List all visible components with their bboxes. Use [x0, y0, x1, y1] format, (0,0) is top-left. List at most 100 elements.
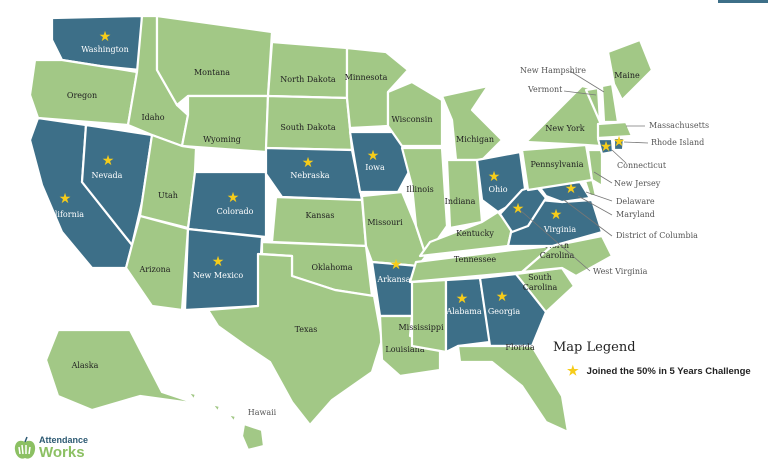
star-icon: ★	[456, 291, 469, 307]
callout-label: Delaware	[616, 197, 655, 206]
state-nh[interactable]	[600, 82, 620, 124]
state-in[interactable]	[445, 158, 484, 230]
state-ia[interactable]	[348, 130, 414, 194]
star-icon: ★	[565, 181, 578, 197]
logo-line1: Attendance	[39, 435, 89, 445]
callout-label: Connecticut	[617, 161, 667, 170]
state-label: Ohio	[488, 185, 507, 194]
state-label: Florida	[505, 343, 534, 352]
state-label: Nevada	[92, 171, 123, 180]
state-label: Alabama	[445, 307, 482, 316]
callout-line	[569, 70, 605, 93]
state-label: North Dakota	[280, 75, 336, 84]
state-label: Kentucky	[456, 229, 494, 238]
state-az[interactable]	[124, 214, 190, 312]
state-ms[interactable]	[410, 278, 448, 354]
state-label: Mississippi	[398, 323, 444, 332]
state-label: Georgia	[488, 307, 520, 316]
state-nd[interactable]	[266, 40, 349, 100]
state-label: Pennsylvania	[530, 160, 583, 169]
star-icon: ★	[367, 148, 380, 164]
state-tx[interactable]	[206, 252, 384, 427]
state-mi[interactable]	[440, 84, 504, 162]
state-mt[interactable]	[155, 14, 274, 107]
callout-label: Vermont	[527, 85, 563, 94]
callout-line	[577, 195, 613, 216]
callout-line	[623, 141, 649, 144]
state-hi[interactable]	[240, 422, 266, 452]
star-icon: ★	[512, 201, 525, 217]
state-ri[interactable]	[612, 136, 626, 152]
state-label: Texas	[295, 325, 318, 334]
state-label: Wyoming	[203, 135, 241, 144]
state-label: Montana	[194, 68, 230, 77]
state-nj[interactable]	[586, 148, 604, 188]
state-label: Iowa	[365, 163, 385, 172]
state-label: Tennessee	[454, 255, 496, 264]
state-label: Indiana	[445, 197, 476, 206]
callout-line	[519, 209, 591, 272]
legend-item-label: Joined the 50% in 5 Years Challenge	[586, 365, 751, 377]
star-icon: ★	[600, 139, 613, 155]
state-ct[interactable]	[596, 137, 615, 156]
star-icon: ★	[496, 289, 509, 305]
star-icon: ★	[212, 254, 225, 270]
state-vt[interactable]	[584, 86, 602, 124]
state-al[interactable]	[444, 276, 492, 354]
state-ak[interactable]	[44, 328, 200, 412]
state-wv[interactable]	[498, 184, 548, 234]
state-label: New York	[545, 124, 584, 133]
callout-label: New Hampshire	[520, 66, 586, 75]
callout-label: District of Columbia	[616, 231, 698, 240]
callout-label: New Jersey	[614, 179, 661, 188]
star-icon: ★	[488, 169, 501, 185]
callout-label: Massachusetts	[649, 121, 709, 130]
star-icon: ★	[613, 134, 626, 150]
state-label: Hawaii	[248, 408, 277, 417]
star-icon: ★	[59, 191, 72, 207]
state-ks[interactable]	[270, 195, 368, 248]
state-hi[interactable]	[210, 402, 222, 414]
state-label: New Mexico	[193, 271, 244, 280]
callout-label: Maryland	[616, 210, 655, 219]
legend-item: ★ Joined the 50% in 5 Years Challenge	[567, 363, 751, 379]
state-label: Virginia	[543, 225, 576, 234]
state-label: Oklahoma	[311, 263, 352, 272]
state-hi[interactable]	[186, 390, 198, 402]
star-icon: ★	[567, 363, 579, 378]
state-co[interactable]	[186, 170, 268, 239]
state-wy[interactable]	[180, 94, 270, 154]
star-icon: ★	[102, 153, 115, 169]
state-label: Maine	[614, 71, 640, 80]
state-label: Nebraska	[290, 171, 329, 180]
state-label: South Dakota	[280, 123, 335, 132]
logo-line2: Works	[39, 444, 85, 461]
state-label: Louisiana	[385, 345, 424, 354]
state-label: Oregon	[67, 91, 97, 100]
state-label: Illinois	[406, 185, 433, 194]
state-label: South Carolina	[523, 273, 558, 292]
apple-hand-icon	[14, 436, 36, 459]
star-icon: ★	[227, 190, 240, 206]
legend-title: Map Legend	[553, 340, 636, 355]
state-label: Minnesota	[345, 73, 388, 82]
state-me[interactable]	[606, 38, 654, 102]
state-label: Alaska	[71, 361, 99, 370]
state-label: Utah	[158, 191, 178, 200]
state-wi[interactable]	[386, 80, 444, 148]
callout-line	[563, 199, 613, 237]
state-ma[interactable]	[596, 120, 634, 140]
callout-label: West Virginia	[593, 267, 648, 276]
state-label: Arizona	[138, 265, 170, 274]
callout-line	[563, 90, 597, 96]
state-label: Kansas	[306, 211, 335, 220]
state-hi[interactable]	[226, 412, 238, 424]
star-icon: ★	[390, 257, 403, 273]
star-icon: ★	[302, 155, 315, 171]
state-label: Michigan	[456, 135, 494, 144]
callout-line	[585, 191, 613, 202]
map-legend: Map Legend ★ Joined the 50% in 5 Years C…	[553, 340, 751, 379]
callout-label: Rhode Island	[651, 138, 704, 147]
state-fl[interactable]	[456, 344, 570, 434]
